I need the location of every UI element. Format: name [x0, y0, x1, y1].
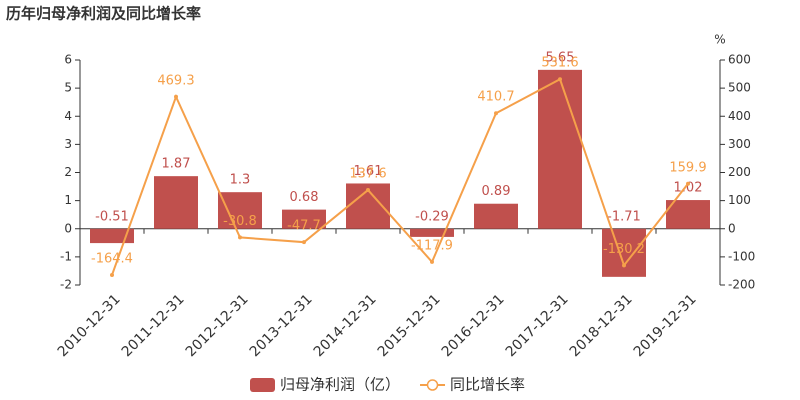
legend-label: 归母净利润（亿） — [280, 376, 400, 394]
line-point — [430, 259, 434, 264]
x-tick-label: 2019-12-31 — [631, 291, 700, 360]
line-value-label: 159.9 — [669, 160, 706, 175]
line-value-label: -130.2 — [603, 242, 645, 257]
bar — [218, 192, 262, 229]
x-tick-label: 2014-12-31 — [311, 291, 380, 360]
line-value-label: 137.6 — [349, 167, 386, 182]
line-point — [686, 181, 690, 186]
x-tick-label: 2011-12-31 — [119, 291, 188, 360]
y-tick-label: 6 — [64, 53, 72, 67]
y-tick-label: 3 — [64, 137, 72, 151]
line-value-label: 531.6 — [541, 56, 578, 71]
bar-value-label: -0.51 — [95, 209, 129, 224]
bar — [474, 203, 518, 229]
x-tick-label: 2015-12-31 — [375, 291, 444, 360]
y-tick-label: -1 — [60, 249, 72, 263]
y-tick-label: 4 — [64, 109, 72, 123]
legend-label: 同比增长率 — [450, 376, 525, 394]
bar-value-label: 0.68 — [290, 190, 319, 205]
line-point — [494, 111, 498, 116]
bar-value-label: 1.3 — [230, 173, 251, 188]
x-tick-label: 2016-12-31 — [439, 291, 508, 360]
x-tick-label: 2018-12-31 — [567, 291, 636, 360]
y-tick-label: -2 — [60, 278, 72, 292]
y2-axis-label: % — [714, 33, 725, 47]
bar — [154, 176, 198, 229]
chart-title: 历年归母净利润及同比增长率 — [6, 5, 201, 23]
y2-tick-label: 400 — [728, 109, 751, 123]
x-tick-label: 2012-12-31 — [183, 291, 252, 360]
x-tick-label: 2010-12-31 — [55, 291, 124, 360]
y2-tick-label: 500 — [728, 81, 751, 95]
bar — [538, 69, 582, 229]
y2-tick-label: -200 — [728, 278, 755, 292]
y2-tick-label: 100 — [728, 193, 751, 207]
bar-value-label: 0.89 — [482, 184, 511, 199]
line-value-label: 410.7 — [477, 90, 514, 105]
bar — [410, 228, 454, 237]
line-value-label: -30.8 — [223, 214, 257, 229]
bar-value-label: 5.65 — [546, 50, 575, 65]
y-tick-label: 2 — [64, 165, 72, 179]
legend-swatch — [250, 378, 275, 392]
line-value-label: 469.3 — [157, 73, 194, 88]
x-tick-label: 2017-12-31 — [503, 291, 572, 360]
line-point — [558, 77, 562, 82]
line-point — [238, 235, 242, 240]
line-value-label: -47.7 — [287, 219, 321, 234]
y2-tick-label: 300 — [728, 137, 751, 151]
bar — [90, 228, 134, 244]
line-point — [622, 263, 626, 268]
line-point — [110, 272, 114, 277]
line — [111, 77, 689, 276]
y2-tick-label: 0 — [728, 221, 736, 235]
line-point — [366, 188, 370, 193]
y2-tick-label: 600 — [728, 53, 751, 67]
y2-tick-label: 200 — [728, 165, 751, 179]
bar — [602, 228, 646, 277]
bar — [282, 209, 326, 229]
y-tick-label: 0 — [64, 221, 72, 235]
y-tick-label: 5 — [64, 81, 72, 95]
line-point — [302, 240, 306, 245]
bar-value-label: -1.71 — [607, 209, 641, 224]
line-value-label: -117.9 — [411, 238, 453, 253]
legend-swatch — [426, 379, 439, 391]
line-value-label: -164.4 — [91, 251, 133, 266]
bar-value-label: 1.87 — [162, 157, 191, 172]
bar-value-label: 1.61 — [354, 164, 383, 179]
x-tick-label: 2013-12-31 — [247, 291, 316, 360]
bar — [666, 200, 710, 229]
bar-value-label: -0.29 — [415, 209, 449, 224]
y-tick-label: 1 — [64, 193, 72, 207]
line-point — [174, 94, 178, 99]
y2-tick-label: -100 — [728, 249, 755, 263]
